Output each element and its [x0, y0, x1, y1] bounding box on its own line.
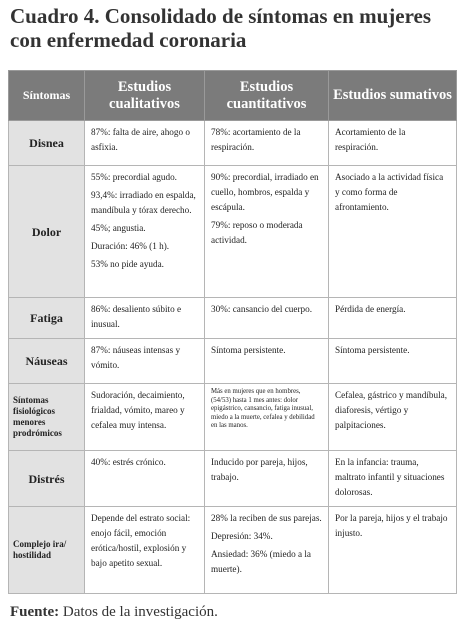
table-row: Complejo ira/ hostilidad Depende del estr…	[8, 506, 457, 594]
table-row: Náuseas 87%: náuseas intensas y vómito. Sí…	[8, 338, 457, 384]
table-cell: Pérdida de energía.	[328, 297, 457, 339]
cell-text: Sudoración, decaimiento, frialdad, vómit…	[91, 390, 185, 430]
table-cell: 40%: estrés crónico.	[84, 450, 205, 507]
cell-text: Inducido por pareja, hijos, trabajo.	[211, 457, 308, 482]
title: Cuadro 4. Consolidado de síntomas en muj…	[10, 4, 458, 52]
table-cell: 87%: falta de aire, ahogo o asfixia.	[84, 120, 205, 166]
table-cell: Cefalea, gástrico y mandíbula, diaforesi…	[328, 383, 457, 451]
table-cell: En la infancia: trauma, maltrato infanti…	[328, 450, 457, 507]
column-header: Estudios cuantitativos	[204, 70, 329, 121]
cell-text: Por la pareja, hijos y el trabajo injust…	[335, 513, 448, 538]
symptom-table: Síntomas Estudios cualitativos Estudios cu…	[8, 70, 457, 594]
cell-text: Acortamiento de la respiración.	[335, 127, 406, 152]
cell-text: 45%; angustia.	[91, 223, 146, 233]
table-cell: Más en mujeres que en hombres, (54/53) h…	[204, 383, 329, 451]
cell-text: 40%: estrés crónico.	[91, 457, 166, 467]
column-header: Estudios sumativos	[328, 70, 457, 121]
table-cell: 55%: precordial agudo. 93,4%: irradiado e…	[84, 165, 205, 298]
table-cell: Por la pareja, hijos y el trabajo injust…	[328, 506, 457, 594]
cell-text: Depresión: 34%.	[211, 531, 273, 541]
cell-text: 30%: cansancio del cuerpo.	[211, 304, 313, 314]
title-text: Consolidado de síntomas en mujeres con e…	[10, 4, 432, 52]
cell-text: Síntoma persistente.	[211, 345, 286, 355]
table-cell: 86%: desaliento súbito e inusual.	[84, 297, 205, 339]
cell-text: 78%: acortamiento de la respiración.	[211, 127, 301, 152]
cell-text: 55%: precordial agudo.	[91, 172, 177, 182]
cell-text: En la infancia: trauma, maltrato infanti…	[335, 457, 445, 497]
table-cell: Asociado a la actividad física y como fo…	[328, 165, 457, 298]
row-label: Dolor	[8, 165, 85, 298]
row-label: Fatiga	[8, 297, 85, 339]
table-row: Disnea 87%: falta de aire, ahogo o asfixi…	[8, 120, 457, 166]
cell-text: 87%: falta de aire, ahogo o asfixia.	[91, 127, 190, 152]
table-cell: Inducido por pareja, hijos, trabajo.	[204, 450, 329, 507]
table-cell: Acortamiento de la respiración.	[328, 120, 457, 166]
table-cell: 28% la reciben de sus parejas. Depresión:…	[204, 506, 329, 594]
table-cell: Sudoración, decaimiento, frialdad, vómit…	[84, 383, 205, 451]
row-label: Náuseas	[8, 338, 85, 384]
cell-text: 79%: reposo o moderada actividad.	[211, 220, 303, 245]
table-cell: 78%: acortamiento de la respiración.	[204, 120, 329, 166]
cell-text: 87%: náuseas intensas y vómito.	[91, 345, 181, 370]
footer: Fuente: Datos de la investigación.	[10, 604, 218, 621]
column-header: Estudios cualitativos	[84, 70, 205, 121]
cell-text: Síntoma persistente.	[335, 345, 410, 355]
cell-text: Pérdida de energía.	[335, 304, 406, 314]
header-row: Síntomas Estudios cualitativos Estudios cu…	[8, 70, 457, 121]
table-cell: 30%: cansancio del cuerpo.	[204, 297, 329, 339]
cell-text: Asociado a la actividad física y como fo…	[335, 172, 444, 212]
footer-text: Datos de la investigación.	[62, 604, 218, 620]
table-row: Síntomas fisiológicos menores prodrómico…	[8, 383, 457, 451]
table-cell: Depende del estrato social: enojo fácil,…	[84, 506, 205, 594]
table-row: Dolor 55%: precordial agudo. 93,4%: irradi…	[8, 165, 457, 298]
cell-text: Más en mujeres que en hombres, (54/53) h…	[211, 388, 315, 430]
cell-text: 28% la reciben de sus parejas.	[211, 513, 322, 523]
row-label: Disnea	[8, 120, 85, 166]
row-label: Síntomas fisiológicos menores prodrómico…	[8, 383, 85, 451]
row-label: Complejo ira/ hostilidad	[8, 506, 85, 594]
cell-text: 90%: precordial, irradiado en cuello, ho…	[211, 172, 319, 212]
table-cell: Síntoma persistente.	[204, 338, 329, 384]
cell-text: 86%: desaliento súbito e inusual.	[91, 304, 182, 329]
footer-label: Fuente:	[10, 604, 60, 620]
table-row: Fatiga 86%: desaliento súbito e inusual. 3…	[8, 297, 457, 339]
column-header: Síntomas	[8, 70, 85, 121]
table-cell: 90%: precordial, irradiado en cuello, ho…	[204, 165, 329, 298]
cell-text: 53% no pide ayuda.	[91, 259, 164, 269]
cell-text: Duración: 46% (1 h).	[91, 241, 170, 251]
cell-text: Depende del estrato social: enojo fácil,…	[91, 513, 191, 568]
table-row: Distrés 40%: estrés crónico. Inducido por …	[8, 450, 457, 507]
cell-text: Ansiedad: 36% (miedo a la muerte).	[211, 549, 312, 574]
table-cell: Síntoma persistente.	[328, 338, 457, 384]
cell-text: Cefalea, gástrico y mandíbula, diaforesi…	[335, 390, 447, 430]
title-label: Cuadro 4.	[10, 4, 100, 28]
table-cell: 87%: náuseas intensas y vómito.	[84, 338, 205, 384]
row-label: Distrés	[8, 450, 85, 507]
cell-text: 93,4%: irradiado en espalda, mandíbula y…	[91, 190, 196, 215]
